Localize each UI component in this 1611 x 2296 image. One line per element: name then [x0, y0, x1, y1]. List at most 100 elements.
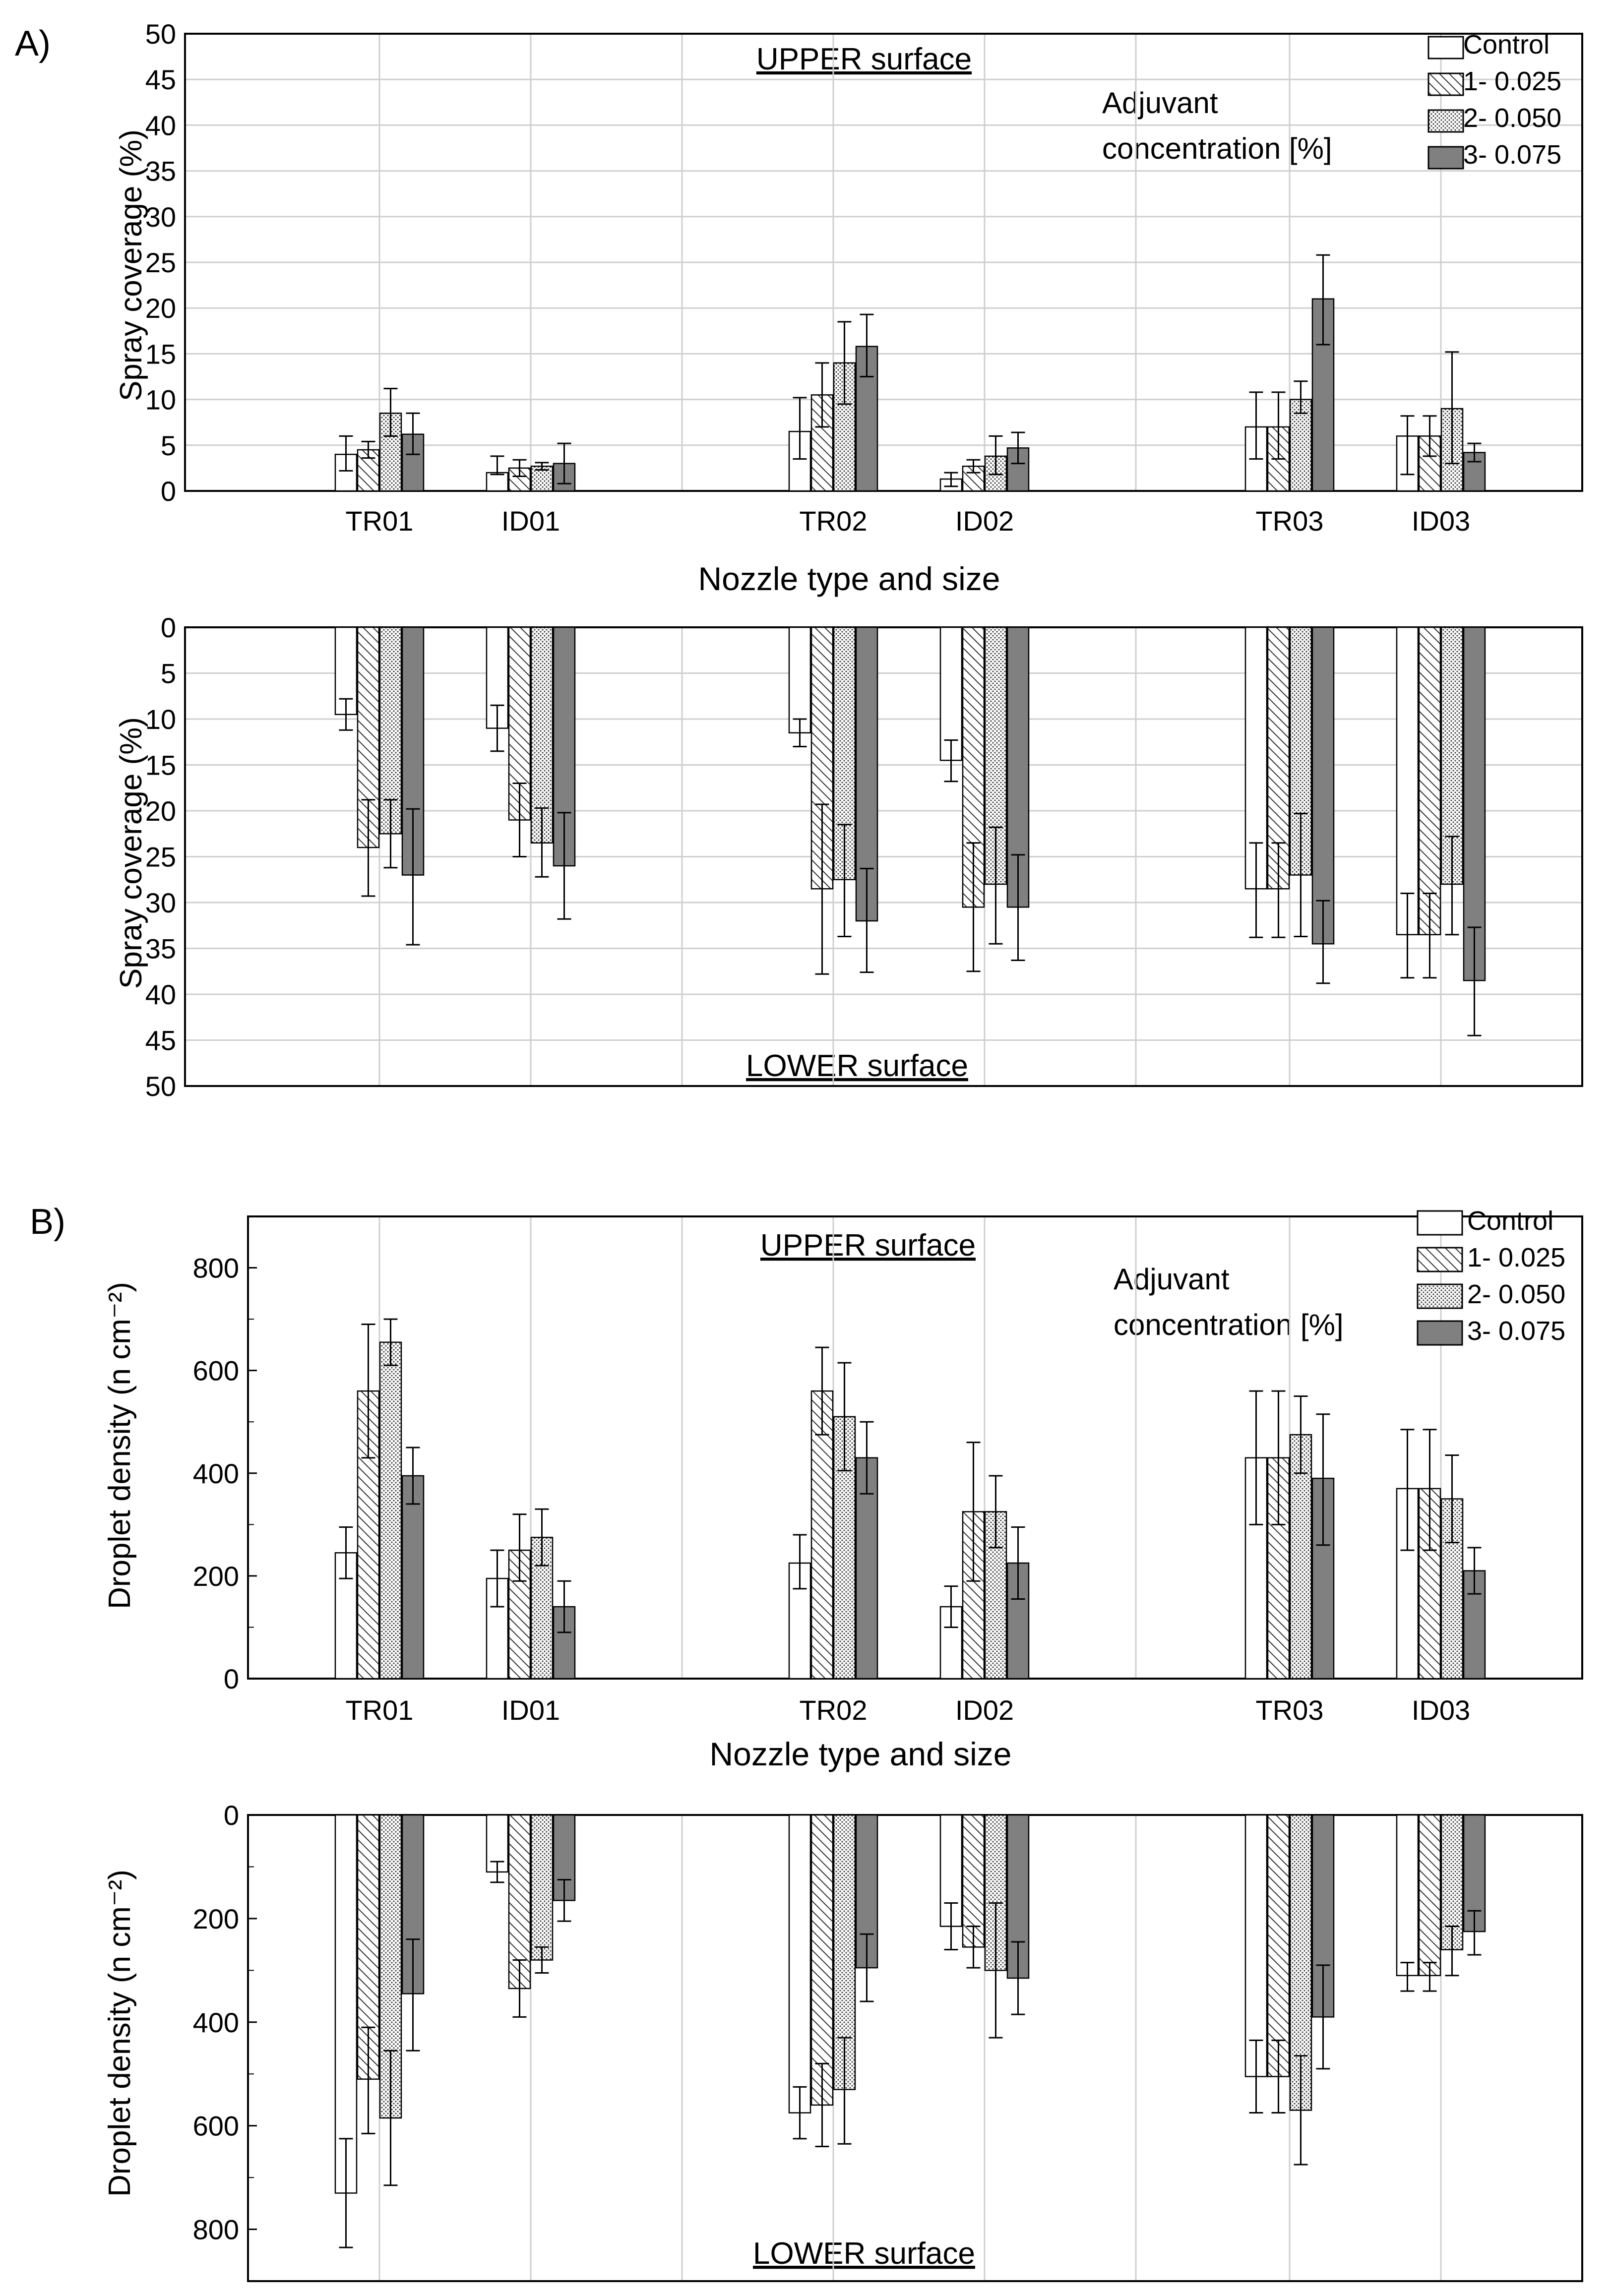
bar-B-lower-1-2: [810, 1814, 834, 2106]
legend-swatch-B-upper-1: [1417, 1247, 1463, 1272]
ytick-label-A-lower-1: 5: [161, 658, 176, 689]
legend-swatch-A-upper-0: [1427, 36, 1464, 60]
ytick-label-A-lower-7: 35: [145, 933, 176, 965]
xtick-label-B-upper-4: TR03: [1256, 1694, 1324, 1726]
adjuvant-label-b: Adjuvant: [1114, 1263, 1230, 1296]
bar-B-lower-1-3: [962, 1814, 985, 1948]
bar-A-lower-1-5: [1418, 626, 1441, 935]
plot-frame-B-upper: [247, 1215, 1583, 1680]
bar-B-lower-0-0: [334, 1814, 358, 2194]
bar-B-lower-0-4: [1244, 1814, 1268, 2077]
plot-frame-A-lower: [184, 626, 1583, 1087]
adjuvant-concentration-label-b: concentration [%]: [1114, 1308, 1344, 1341]
surface-label-b-upper: UPPER surface: [760, 1228, 976, 1263]
bar-A-lower-0-3: [939, 626, 963, 761]
ytick-label-A-upper-1: 5: [161, 430, 176, 461]
adjuvant-concentration-label-a: concentration [%]: [1102, 132, 1332, 165]
legend-swatch-A-upper-3: [1427, 146, 1464, 170]
ytick-label-B-upper-3: 600: [193, 1355, 239, 1387]
xtick-label-A-upper-2: TR02: [800, 505, 867, 537]
legend-label-B-upper-3: 3- 0.075: [1467, 1316, 1565, 1346]
ytick-label-B-lower-1: 200: [193, 1903, 239, 1934]
legend-label-A-upper-0: Control: [1463, 30, 1549, 60]
ytick-label-A-upper-2: 10: [145, 384, 176, 416]
legend-swatch-B-upper-0: [1417, 1210, 1463, 1236]
bar-A-upper-1-0: [357, 449, 380, 492]
legend-label-B-upper-1: 1- 0.025: [1467, 1243, 1565, 1272]
ytick-label-A-lower-9: 45: [145, 1025, 176, 1056]
bar-A-upper-0-1: [486, 472, 509, 492]
ytick-label-A-lower-6: 30: [145, 887, 176, 918]
ytick-label-A-upper-6: 30: [145, 201, 176, 233]
legend-label-A-upper-2: 2- 0.050: [1463, 103, 1561, 133]
legend-label-A-upper-3: 3- 0.075: [1463, 140, 1561, 170]
xtick-label-B-upper-2: TR02: [800, 1694, 867, 1726]
ytick-label-B-lower-0: 0: [224, 1800, 239, 1831]
ylabel-b-lower: Droplet density (n cm⁻²): [103, 1870, 137, 2197]
plot-frame-A-upper: [184, 33, 1583, 492]
ytick-label-A-upper-3: 15: [145, 338, 176, 369]
bar-B-upper-2-2: [833, 1416, 856, 1680]
ytick-label-B-upper-0: 0: [224, 1663, 239, 1694]
xlabel-a: Nozzle type and size: [698, 560, 1000, 597]
xtick-label-A-upper-1: ID01: [501, 505, 560, 537]
ytick-label-B-upper-1: 200: [193, 1561, 239, 1592]
legend-swatch-A-upper-2: [1427, 109, 1464, 133]
surface-label-a-upper: UPPER surface: [756, 42, 972, 76]
xtick-label-A-upper-3: ID02: [955, 505, 1014, 537]
bar-B-upper-2-0: [379, 1341, 402, 1680]
ytick-label-A-lower-4: 20: [145, 795, 176, 827]
ytick-label-A-upper-8: 40: [145, 110, 176, 141]
ytick-label-A-lower-10: 50: [145, 1071, 176, 1102]
xtick-label-A-upper-4: TR03: [1256, 505, 1324, 537]
adjuvant-label-a: Adjuvant: [1102, 86, 1218, 120]
bar-B-lower-0-5: [1396, 1814, 1419, 1977]
bar-A-lower-0-5: [1396, 626, 1419, 935]
legend-swatch-B-upper-3: [1417, 1320, 1463, 1346]
ytick-label-B-lower-4: 800: [193, 2214, 239, 2245]
bar-B-lower-1-5: [1418, 1814, 1441, 1977]
legend-swatch-B-upper-2: [1417, 1283, 1463, 1309]
panel-label-b: B): [30, 1202, 65, 1242]
ytick-label-B-upper-2: 400: [193, 1458, 239, 1489]
ytick-label-A-lower-0: 0: [161, 612, 176, 643]
bar-B-upper-2-4: [1289, 1434, 1312, 1680]
bar-A-lower-0-2: [788, 626, 811, 733]
ytick-label-B-upper-4: 800: [193, 1253, 239, 1284]
ytick-label-A-upper-10: 50: [145, 18, 176, 50]
ylabel-a-upper: Spray coverage (%): [114, 129, 148, 401]
xtick-label-B-upper-5: ID03: [1412, 1694, 1470, 1726]
bar-B-upper-3-0: [401, 1475, 425, 1680]
ytick-label-A-upper-9: 45: [145, 64, 176, 95]
ytick-label-A-upper-7: 35: [145, 156, 176, 187]
legend-swatch-A-upper-1: [1427, 72, 1464, 96]
xtick-label-A-upper-0: TR01: [346, 505, 414, 537]
plot-frame-B-lower: [247, 1814, 1583, 2282]
xlabel-b: Nozzle type and size: [710, 1736, 1012, 1772]
ytick-label-A-lower-8: 40: [145, 979, 176, 1010]
legend-label-B-upper-0: Control: [1467, 1206, 1553, 1236]
legend-label-B-upper-2: 2- 0.050: [1467, 1279, 1565, 1309]
ytick-label-A-upper-5: 25: [145, 247, 176, 278]
ytick-label-B-lower-3: 600: [193, 2111, 239, 2142]
ytick-label-A-lower-2: 10: [145, 704, 176, 735]
bar-A-lower-2-1: [530, 626, 554, 844]
panel-label-a: A): [15, 24, 51, 63]
xtick-label-B-upper-3: ID02: [955, 1694, 1014, 1726]
surface-label-a-lower: LOWER surface: [746, 1049, 968, 1083]
ylabel-b-upper: Droplet density (n cm⁻²): [103, 1282, 137, 1609]
ylabel-a-lower: Spray coverage (%): [114, 717, 148, 989]
ytick-label-A-lower-5: 25: [145, 842, 176, 873]
bar-B-lower-1-4: [1267, 1814, 1290, 2077]
ytick-label-B-lower-2: 400: [193, 2007, 239, 2038]
legend-label-A-upper-1: 1- 0.025: [1463, 66, 1561, 96]
bar-B-lower-2-1: [530, 1814, 554, 1961]
xtick-label-A-upper-5: ID03: [1412, 505, 1470, 537]
xtick-label-B-upper-0: TR01: [346, 1694, 414, 1726]
bar-A-lower-3-4: [1311, 626, 1335, 945]
bar-B-upper-1-2: [810, 1390, 834, 1680]
bar-B-lower-0-2: [788, 1814, 811, 2114]
ytick-label-A-lower-3: 15: [145, 750, 176, 781]
